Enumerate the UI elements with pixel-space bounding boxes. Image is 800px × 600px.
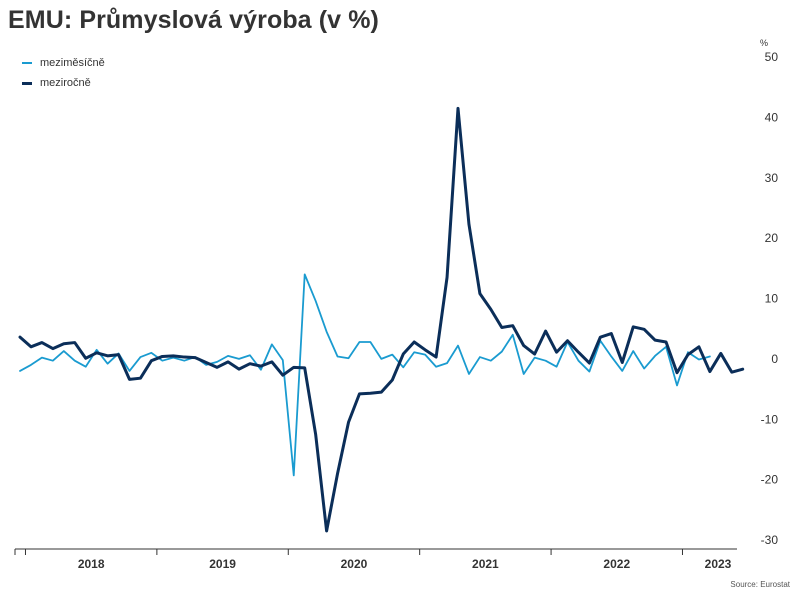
x-tick-label: 2022: [603, 557, 630, 571]
x-tick-label: 2019: [209, 557, 236, 571]
legend-swatch-mom: [22, 62, 32, 64]
legend-label-yoy: meziročně: [40, 77, 91, 89]
legend: meziměsíčně meziročně: [22, 53, 105, 93]
y-tick-label: 40: [765, 110, 779, 124]
x-tick-label: 2020: [341, 557, 368, 571]
y-tick-label: -10: [761, 412, 779, 426]
series-line-mom: [19, 273, 711, 477]
y-tick-label: 0: [771, 352, 778, 366]
chart-title: EMU: Průmyslová výroba (v %): [8, 6, 379, 34]
legend-item-mom: meziměsíčně: [22, 53, 105, 73]
y-tick-label: 50: [765, 50, 779, 64]
series-line-yoy: [18, 106, 745, 533]
legend-item-yoy: meziročně: [22, 73, 105, 93]
legend-swatch-yoy: [22, 81, 32, 85]
y-tick-label: 20: [765, 231, 779, 245]
source-note: Source: Eurostat: [730, 580, 790, 589]
y-tick-label: -20: [761, 473, 779, 487]
x-tick-label: 2021: [472, 557, 499, 571]
y-tick-label: -30: [761, 533, 779, 547]
legend-label-mom: meziměsíčně: [40, 57, 105, 69]
x-tick-label: 2023: [705, 557, 732, 571]
y-tick-label: 10: [765, 292, 779, 306]
x-tick-label: 2018: [78, 557, 105, 571]
y-axis-unit: %: [760, 38, 769, 48]
y-tick-label: 30: [765, 171, 779, 185]
